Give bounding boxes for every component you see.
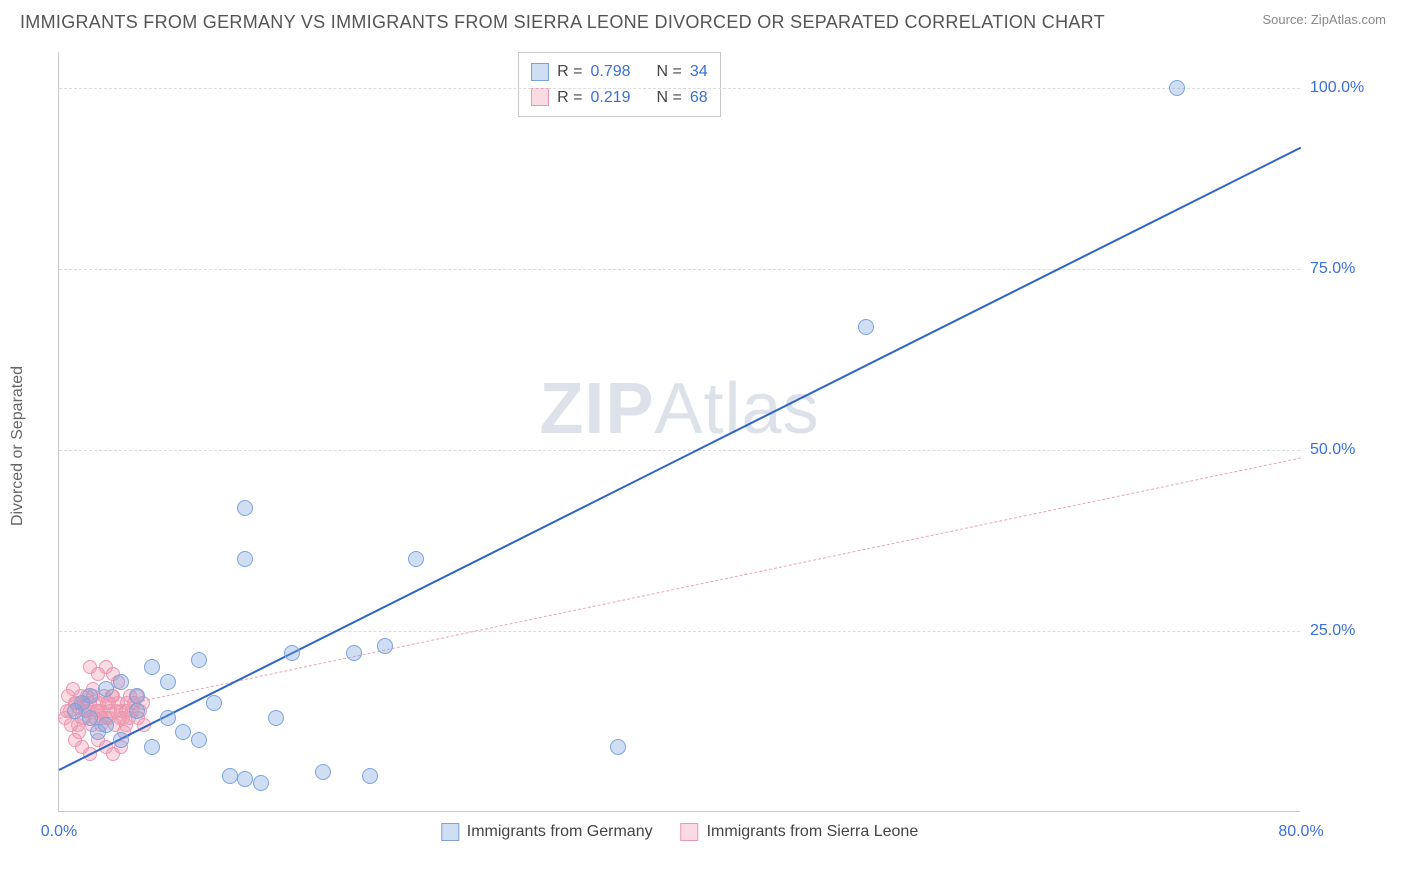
n-value: 34 (690, 59, 708, 85)
y-axis-label: Divorced or Separated (9, 366, 27, 526)
scatter-point-germany (408, 551, 424, 567)
scatter-point-germany (237, 771, 253, 787)
scatter-point-germany (90, 724, 106, 740)
scatter-point-germany (346, 645, 362, 661)
scatter-point-germany (160, 674, 176, 690)
trendline-sierraLeone (59, 457, 1301, 719)
correlation-stats-box: R =0.798N =34R =0.219N =68 (518, 52, 721, 117)
n-label: N = (657, 59, 682, 85)
scatter-point-germany (191, 652, 207, 668)
scatter-point-germany (113, 732, 129, 748)
y-tick-label: 25.0% (1310, 622, 1390, 640)
y-tick-label: 75.0% (1310, 260, 1390, 278)
scatter-point-germany (253, 775, 269, 791)
gridline (59, 631, 1300, 632)
legend-item: Immigrants from Germany (441, 823, 653, 841)
scatter-point-germany (377, 638, 393, 654)
scatter-point-germany (144, 659, 160, 675)
scatter-point-sierraLeone (119, 718, 133, 732)
scatter-chart: ZIPAtlas R =0.798N =34R =0.219N =68 Immi… (58, 52, 1300, 812)
legend-label: Immigrants from Germany (467, 823, 653, 841)
scatter-point-germany (237, 500, 253, 516)
scatter-point-germany (222, 768, 238, 784)
scatter-point-germany (268, 710, 284, 726)
chart-title: IMMIGRANTS FROM GERMANY VS IMMIGRANTS FR… (20, 12, 1105, 33)
scatter-point-germany (191, 732, 207, 748)
scatter-point-germany (206, 695, 222, 711)
stats-row: R = 0.798 N = 34 (531, 59, 708, 85)
legend-swatch (681, 823, 699, 841)
trendline-germany (59, 146, 1302, 770)
scatter-point-germany (315, 764, 331, 780)
scatter-point-germany (858, 319, 874, 335)
scatter-point-germany (362, 768, 378, 784)
legend-label: Immigrants from Sierra Leone (707, 823, 919, 841)
gridline (59, 450, 1300, 451)
scatter-point-sierraLeone (111, 696, 125, 710)
gridline (59, 88, 1300, 89)
r-value: 0.798 (591, 59, 631, 85)
scatter-point-germany (144, 739, 160, 755)
x-tick-label: 80.0% (1278, 823, 1323, 841)
legend-swatch (441, 823, 459, 841)
source-attribution: Source: ZipAtlas.com (1262, 12, 1386, 27)
x-tick-label: 0.0% (41, 823, 77, 841)
legend-item: Immigrants from Sierra Leone (681, 823, 919, 841)
scatter-point-germany (129, 703, 145, 719)
r-label: R = (557, 59, 582, 85)
scatter-point-germany (98, 681, 114, 697)
y-tick-label: 50.0% (1310, 441, 1390, 459)
y-tick-label: 100.0% (1310, 79, 1390, 97)
watermark-bold: ZIP (539, 369, 654, 449)
scatter-point-germany (175, 724, 191, 740)
scatter-point-germany (129, 688, 145, 704)
scatter-point-germany (74, 695, 90, 711)
series-legend: Immigrants from Germany Immigrants from S… (441, 823, 918, 841)
scatter-point-germany (160, 710, 176, 726)
scatter-point-germany (610, 739, 626, 755)
scatter-point-germany (1169, 80, 1185, 96)
scatter-point-germany (237, 551, 253, 567)
legend-swatch (531, 63, 549, 81)
legend-swatch (531, 88, 549, 106)
watermark-light: Atlas (654, 369, 819, 449)
gridline (59, 269, 1300, 270)
scatter-point-germany (284, 645, 300, 661)
scatter-point-germany (113, 674, 129, 690)
